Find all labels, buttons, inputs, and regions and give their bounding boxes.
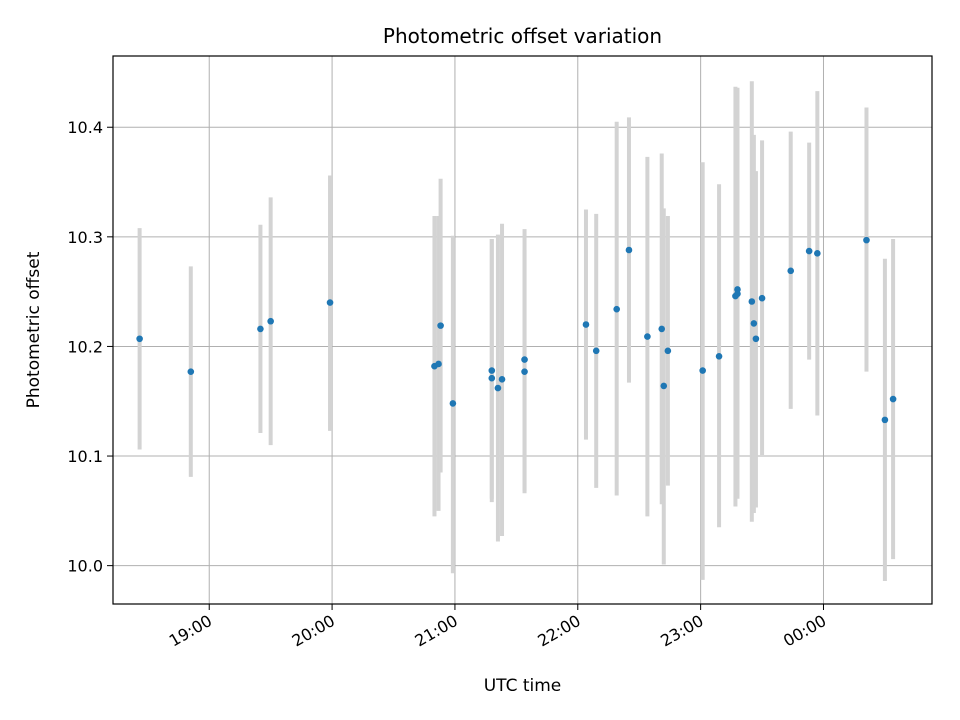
data-point xyxy=(435,360,442,368)
y-tick-label: 10.2 xyxy=(67,337,103,356)
data-point xyxy=(582,321,590,328)
data-point xyxy=(658,325,666,333)
data-point xyxy=(715,353,723,360)
data-point xyxy=(521,368,528,375)
data-point xyxy=(805,247,813,255)
data-point xyxy=(488,374,496,382)
data-point xyxy=(494,384,502,392)
y-tick-label: 10.0 xyxy=(67,557,103,576)
data-point xyxy=(814,249,821,257)
data-point xyxy=(326,299,334,306)
data-point xyxy=(488,367,496,374)
data-point xyxy=(748,298,756,305)
data-point xyxy=(881,416,889,424)
y-tick-label: 10.3 xyxy=(67,228,103,247)
y-axis-ticks: 10.0 10.1 10.2 10.3 10.4 xyxy=(67,118,113,576)
y-tick-label: 10.4 xyxy=(67,118,103,137)
data-point xyxy=(752,335,760,343)
data-point xyxy=(644,333,651,340)
data-point xyxy=(257,325,264,333)
data-point xyxy=(521,356,528,363)
data-point xyxy=(889,395,897,403)
data-point xyxy=(734,290,741,298)
chart-title: Photometric offset variation xyxy=(383,24,662,48)
data-point xyxy=(437,322,444,329)
data-points xyxy=(136,236,897,424)
data-point xyxy=(787,267,795,275)
data-point xyxy=(449,400,457,407)
data-point xyxy=(613,305,620,313)
data-point xyxy=(187,368,195,375)
data-point xyxy=(498,376,506,383)
data-point xyxy=(267,317,274,325)
data-point xyxy=(660,382,668,390)
x-axis-title: UTC time xyxy=(484,676,562,696)
data-point xyxy=(592,347,600,355)
data-point xyxy=(699,367,706,374)
data-point xyxy=(664,347,672,355)
plot-area-frame xyxy=(112,55,933,605)
data-point xyxy=(625,246,633,254)
y-tick-label: 10.1 xyxy=(67,447,103,466)
data-point xyxy=(750,320,758,327)
y-axis-title: Photometric offset xyxy=(24,251,44,408)
data-point xyxy=(136,335,143,343)
data-point xyxy=(863,236,870,244)
data-point xyxy=(758,294,766,302)
grid-lines xyxy=(113,56,932,604)
